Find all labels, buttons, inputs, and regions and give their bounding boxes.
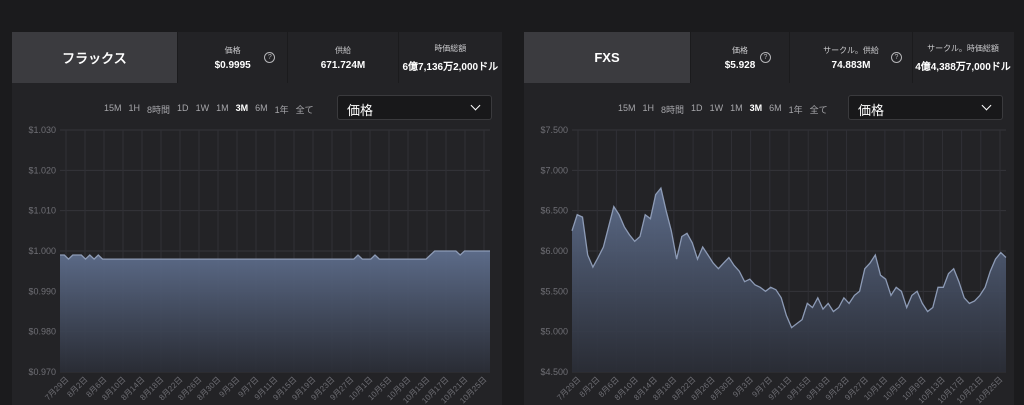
y-tick-label: $4.500 xyxy=(540,367,568,377)
y-tick-label: $1.020 xyxy=(28,165,56,175)
y-tick-label: $5.500 xyxy=(540,286,568,296)
range-button-1年[interactable]: 1年 xyxy=(788,105,803,115)
series-area xyxy=(60,251,490,372)
y-tick-label: $1.010 xyxy=(28,206,56,216)
circ-market-cap-stat: サークル。時価総額 4億4,388万7,000ドル xyxy=(912,32,1013,83)
range-button-6M[interactable]: 6M xyxy=(769,103,782,113)
range-button-8時間[interactable]: 8時間 xyxy=(661,105,685,115)
range-button-全て[interactable]: 全て xyxy=(809,105,828,115)
help-icon[interactable]: ? xyxy=(760,52,771,63)
metric-select-value: 価格 xyxy=(347,103,374,118)
range-button-3M[interactable]: 3M xyxy=(235,103,249,113)
circ-supply-stat: サークル。供給 74.883M ? xyxy=(789,32,912,83)
stats-bar: FXS 価格 $5.928 ? サークル。供給 74.883M ? サークル。時… xyxy=(524,32,1014,83)
price-label: 価格 xyxy=(224,45,241,55)
range-button-1H[interactable]: 1H xyxy=(642,103,655,113)
price-label: 価格 xyxy=(732,45,748,55)
y-tick-label: $0.990 xyxy=(28,286,56,296)
circ-market-cap-value: 4億4,388万7,000ドル xyxy=(915,61,1011,73)
y-tick-label: $7.500 xyxy=(540,125,568,135)
token-name: フラックス xyxy=(12,32,177,83)
metric-select[interactable]: 価格 xyxy=(337,95,492,120)
y-tick-label: $6.500 xyxy=(540,206,568,216)
y-tick-label: $0.970 xyxy=(28,367,56,377)
x-tick-label: 9月3日 xyxy=(731,375,755,399)
market-cap-stat: 時価総額 6億7,136万2,000ドル xyxy=(397,32,502,83)
market-cap-label: 時価総額 xyxy=(434,43,467,53)
metric-select[interactable]: 価格 xyxy=(848,95,1003,120)
range-button-1M[interactable]: 1M xyxy=(216,103,229,113)
price-stat: 価格 $5.928 ? xyxy=(690,32,789,83)
circ-market-cap-label: サークル。時価総額 xyxy=(927,43,999,53)
range-button-1年[interactable]: 1年 xyxy=(274,105,289,115)
series-line xyxy=(571,186,1007,329)
range-button-6M[interactable]: 6M xyxy=(255,103,268,113)
range-button-1D[interactable]: 1D xyxy=(177,103,189,113)
range-button-1H[interactable]: 1H xyxy=(128,103,141,113)
x-tick-label: 7月29日 xyxy=(555,375,582,402)
supply-value: 671.724M xyxy=(320,59,366,71)
help-icon[interactable]: ? xyxy=(264,52,276,63)
metric-select-value: 価格 xyxy=(858,103,885,118)
fxs-panel: FXS 価格 $5.928 ? サークル。供給 74.883M ? サークル。時… xyxy=(524,32,1014,405)
y-tick-label: $6.000 xyxy=(540,246,568,256)
chevron-down-icon xyxy=(470,100,481,111)
range-selector: 15M 1H 8時間 1D 1W 1M 3M 6M 1年 全て xyxy=(618,103,828,116)
supply-stat: 供給 671.724M xyxy=(287,32,397,83)
range-button-1D[interactable]: 1D xyxy=(691,103,703,113)
y-tick-label: $5.000 xyxy=(540,327,568,337)
x-tick-label: 8月2日 xyxy=(578,375,602,399)
series-area xyxy=(572,188,1006,372)
market-cap-value: 6億7,136万2,000ドル xyxy=(402,61,499,73)
range-button-1M[interactable]: 1M xyxy=(730,103,743,113)
range-button-15M[interactable]: 15M xyxy=(104,103,122,113)
circ-supply-value: 74.883M xyxy=(831,59,871,71)
y-tick-label: $0.980 xyxy=(28,327,56,337)
price-value: $0.9995 xyxy=(214,59,251,71)
price-chart: $1.030 $1.020 $1.010 $1.000 $0.990 $0.980 $0.9… xyxy=(28,125,490,405)
stats-bar: フラックス 価格 $0.9995 ? 供給 671.724M 時価総額 6億7,… xyxy=(12,32,502,83)
supply-label: 供給 xyxy=(334,45,351,55)
y-tick-label: $7.000 xyxy=(540,165,568,175)
range-selector: 15M 1H 8時間 1D 1W 1M 3M 6M 1年 全て xyxy=(104,103,314,116)
range-button-8時間[interactable]: 8時間 xyxy=(147,105,171,115)
circ-supply-label: サークル。供給 xyxy=(823,45,879,55)
range-button-3M[interactable]: 3M xyxy=(749,103,763,113)
x-tick-label: 7月29日 xyxy=(43,375,70,402)
price-stat: 価格 $0.9995 ? xyxy=(176,32,287,83)
help-icon[interactable]: ? xyxy=(891,52,902,63)
range-button-15M[interactable]: 15M xyxy=(618,103,636,113)
frax-panel: フラックス 価格 $0.9995 ? 供給 671.724M 時価総額 6億7,… xyxy=(12,32,502,405)
y-tick-label: $1.000 xyxy=(28,246,56,256)
price-value: $5.928 xyxy=(724,59,756,71)
y-tick-label: $1.030 xyxy=(28,125,56,135)
chevron-down-icon xyxy=(981,100,992,111)
price-chart: $7.500 $7.000 $6.500 $6.000 $5.500 $5.000 $4.5… xyxy=(540,125,1007,405)
range-button-1W[interactable]: 1W xyxy=(709,103,724,113)
range-button-1W[interactable]: 1W xyxy=(195,103,210,113)
range-button-全て[interactable]: 全て xyxy=(295,105,314,115)
token-name: FXS xyxy=(524,32,690,83)
series-line xyxy=(60,250,490,261)
